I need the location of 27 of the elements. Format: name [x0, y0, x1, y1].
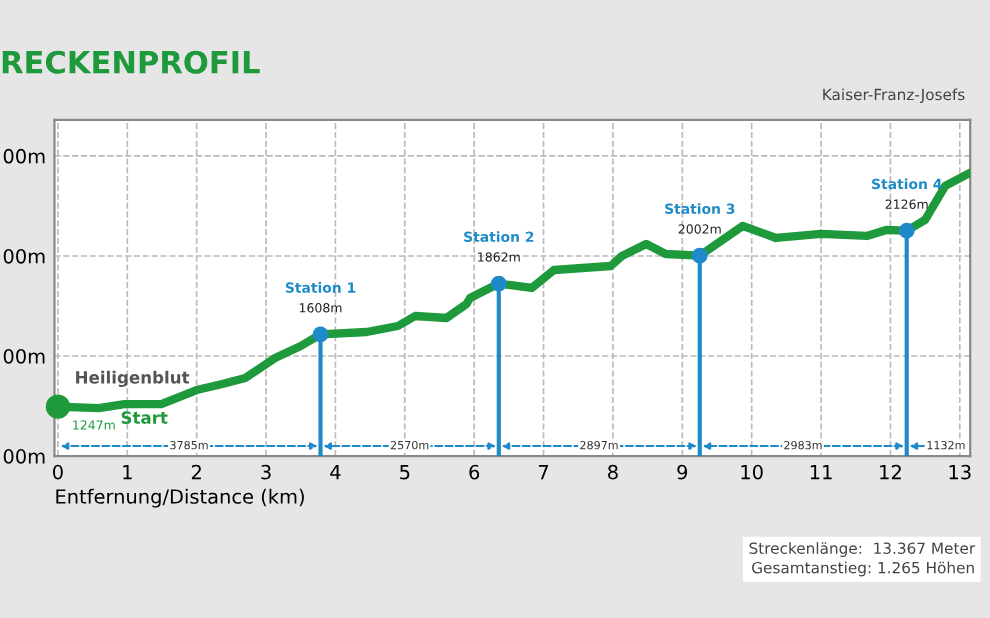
point	[490, 275, 507, 292]
x-tick-label: 10	[741, 464, 763, 480]
chart-title: RECKENPROFIL	[2, 50, 260, 74]
y-tick-label: 00m	[3, 449, 45, 464]
annotation: Start	[121, 411, 168, 424]
x-tick-label: 5	[400, 465, 410, 480]
x-tick-label: 2	[191, 464, 201, 480]
x-tick-label: 9	[677, 464, 688, 480]
y-tick-label: 00m	[3, 248, 45, 264]
x-tick-label: 11	[810, 465, 832, 480]
y-tick-label: 00m	[3, 348, 45, 364]
x-tick-label: 8	[608, 464, 618, 480]
annotation: Heiligenblut	[76, 370, 190, 388]
x-tick-label: 6	[469, 464, 480, 480]
x-tick-label: 0	[53, 464, 63, 480]
point	[45, 394, 71, 419]
x-tick-label: 4	[330, 465, 341, 480]
x-tick-label: 3	[261, 464, 271, 480]
x-tick-label: 12	[880, 464, 901, 480]
x-tick-label: 13	[949, 464, 971, 480]
x-tick-label: 7	[538, 465, 549, 480]
point	[898, 222, 915, 239]
x-tick-label: 1	[123, 465, 132, 480]
x-axis-title: Entfernung/Distance (km)	[56, 488, 304, 508]
point	[312, 326, 329, 343]
point	[691, 247, 708, 264]
y-tick-label: 00m	[3, 148, 45, 164]
